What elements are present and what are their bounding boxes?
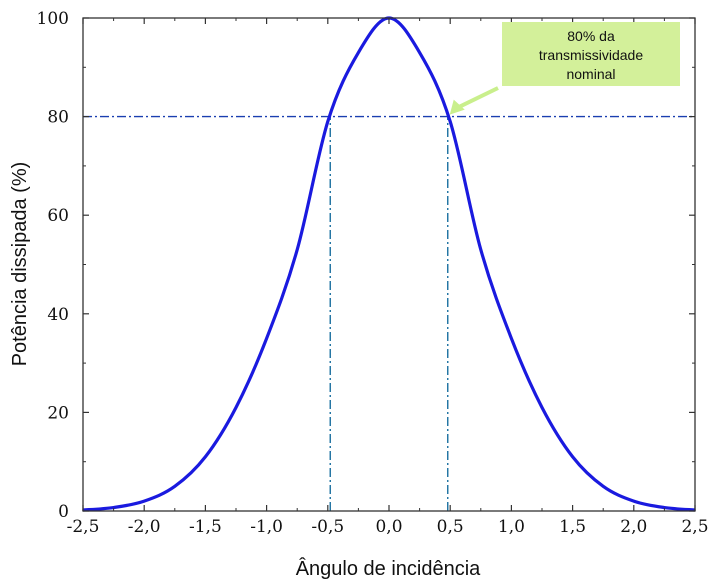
y-tick-label: 20 — [47, 403, 69, 423]
x-tick-label: 2,0 — [620, 517, 647, 537]
x-tick-label: -2,0 — [128, 517, 161, 537]
x-tick-label: 2,5 — [681, 517, 708, 537]
data-point-4 — [204, 455, 207, 458]
annotation-arrow-shaft — [456, 86, 499, 110]
plot-frame — [82, 17, 696, 512]
x-tick-label: 0,0 — [375, 517, 402, 537]
x-tick-label: 1,5 — [559, 517, 586, 537]
data-point-13 — [480, 248, 482, 251]
data-point-17 — [602, 485, 604, 488]
data-point-6 — [265, 337, 268, 340]
series-line-0 — [82, 16, 696, 512]
data-point-18 — [633, 500, 635, 502]
y-tick-label: 100 — [37, 9, 69, 29]
y-tick-labels: 0 20 40 60 80 100 — [37, 9, 69, 522]
reference-lines — [83, 115, 695, 511]
data-point-5 — [235, 406, 237, 409]
series-layer — [82, 16, 696, 512]
x-tick-labels: -2,5 -2,0 -1,5 -1,0 -0,5 0,0 0,5 1,0 1,5 2,0 2,5 — [67, 517, 708, 537]
annotation: 80% da transmissividade nominal — [449, 22, 680, 115]
tick-marks — [82, 17, 696, 512]
x-tick-label: -2,5 — [67, 517, 100, 537]
annotation-text-line: nominal — [566, 66, 615, 82]
y-tick-label: 60 — [47, 206, 69, 226]
x-tick-label: -1,5 — [189, 517, 222, 537]
y-axis-title: Potência dissipada (%) — [9, 162, 31, 367]
x-axis-title: Ângulo de incidência — [296, 557, 481, 580]
annotation-arrow-head — [449, 99, 465, 115]
data-point-9 — [357, 51, 360, 54]
data-point-3 — [174, 485, 176, 488]
data-point-14 — [510, 337, 513, 340]
data-point-1 — [112, 506, 115, 509]
y-tick-label: 40 — [47, 305, 69, 325]
y-tick-label: 80 — [47, 108, 69, 128]
x-tick-label: -1,0 — [250, 517, 283, 537]
x-tick-label: 1,0 — [498, 517, 525, 537]
x-tick-label: 0,5 — [437, 517, 464, 537]
x-tick-label: -0,5 — [311, 517, 344, 537]
data-point-16 — [571, 455, 574, 458]
data-point-2 — [143, 500, 145, 502]
annotation-box — [502, 22, 680, 86]
data-point-15 — [541, 406, 543, 409]
data-point-19 — [663, 506, 666, 509]
data-point-12 — [449, 120, 452, 123]
annotation-text-line: transmissividade — [539, 47, 643, 63]
annotation-text-line: 80% da — [567, 28, 615, 44]
y-tick-label: 0 — [58, 502, 69, 522]
data-point-8 — [327, 120, 329, 123]
data-point-7 — [296, 248, 299, 251]
data-point-11 — [418, 51, 421, 54]
